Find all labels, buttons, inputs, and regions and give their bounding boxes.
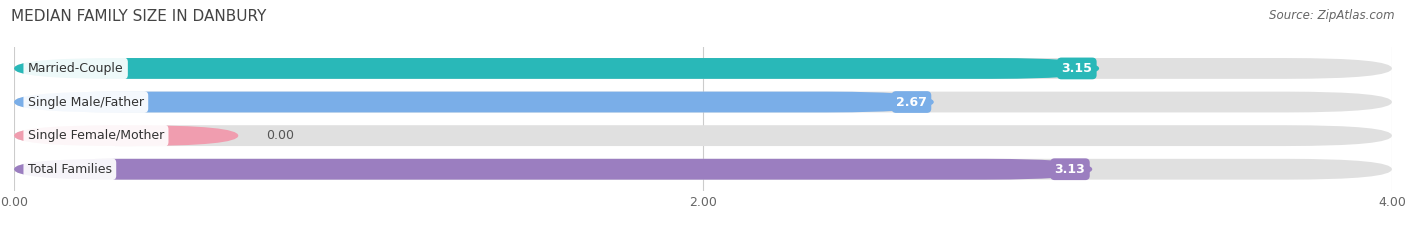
FancyBboxPatch shape	[14, 125, 1392, 146]
FancyBboxPatch shape	[14, 92, 1392, 113]
FancyBboxPatch shape	[14, 58, 1099, 79]
FancyBboxPatch shape	[14, 92, 934, 113]
Text: 3.15: 3.15	[1062, 62, 1092, 75]
Text: Total Families: Total Families	[28, 163, 112, 176]
Text: MEDIAN FAMILY SIZE IN DANBURY: MEDIAN FAMILY SIZE IN DANBURY	[11, 9, 267, 24]
Text: Single Male/Father: Single Male/Father	[28, 96, 143, 109]
FancyBboxPatch shape	[14, 58, 1392, 79]
FancyBboxPatch shape	[14, 159, 1392, 180]
Text: 2.67: 2.67	[896, 96, 927, 109]
Text: 3.13: 3.13	[1054, 163, 1085, 176]
Text: 0.00: 0.00	[266, 129, 294, 142]
FancyBboxPatch shape	[14, 159, 1092, 180]
Text: Single Female/Mother: Single Female/Mother	[28, 129, 165, 142]
Text: Source: ZipAtlas.com: Source: ZipAtlas.com	[1270, 9, 1395, 22]
Text: Married-Couple: Married-Couple	[28, 62, 124, 75]
FancyBboxPatch shape	[14, 125, 238, 146]
